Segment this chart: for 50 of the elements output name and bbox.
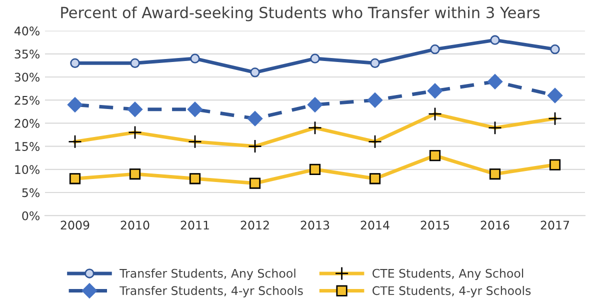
- legend-label: CTE Students, 4-yr Schools: [372, 286, 531, 298]
- point: [369, 173, 381, 184]
- legend-label: CTE Students, Any School: [372, 268, 524, 280]
- x-tick-label: 2012: [240, 220, 269, 230]
- point: [187, 102, 203, 117]
- y-tick-label: 25%: [14, 96, 40, 105]
- point: [247, 111, 263, 126]
- y-tick-label: 40%: [14, 26, 40, 36]
- point: [189, 173, 201, 184]
- y-tick-label: 0%: [22, 211, 40, 220]
- y-tick-label: 15%: [15, 142, 40, 151]
- point: [367, 92, 383, 108]
- point: [67, 97, 83, 112]
- y-tick-label: 35%: [14, 50, 40, 59]
- y-tick-label: 20%: [14, 118, 40, 128]
- point: [70, 58, 80, 68]
- point: [490, 35, 500, 45]
- x-tick-label: 2016: [480, 220, 510, 230]
- point: [127, 102, 143, 117]
- chart-title: Percent of Award-seeking Students who Transfer within 3 Years: [61, 6, 540, 22]
- point: [427, 83, 443, 98]
- point: [130, 58, 140, 68]
- x-tick-label: 2015: [420, 220, 449, 230]
- legend-label: Transfer Students, 4-yr Schools: [120, 286, 303, 298]
- x-tick-label: 2014: [360, 220, 390, 230]
- x-tick-label: 2009: [60, 220, 90, 230]
- point: [487, 74, 503, 90]
- point: [547, 88, 563, 104]
- point: [309, 164, 321, 175]
- x-tick-label: 2010: [120, 220, 150, 230]
- legend-label: Transfer Students, Any School: [120, 268, 296, 280]
- point: [190, 54, 200, 64]
- point: [549, 159, 561, 170]
- x-tick-label: 2013: [300, 220, 330, 230]
- point: [550, 44, 560, 54]
- y-tick-label: 5%: [22, 188, 40, 198]
- point: [310, 54, 320, 64]
- y-tick-label: 10%: [15, 165, 40, 174]
- y-tick-label: 30%: [14, 72, 40, 82]
- point: [489, 168, 501, 180]
- point: [370, 58, 380, 68]
- point: [129, 168, 141, 180]
- point: [249, 178, 261, 189]
- point: [430, 44, 440, 54]
- x-tick-label: 2011: [180, 220, 209, 230]
- point: [69, 173, 81, 184]
- point: [429, 150, 441, 162]
- x-tick-label: 2017: [540, 220, 570, 230]
- point: [307, 97, 323, 112]
- point: [250, 68, 260, 78]
